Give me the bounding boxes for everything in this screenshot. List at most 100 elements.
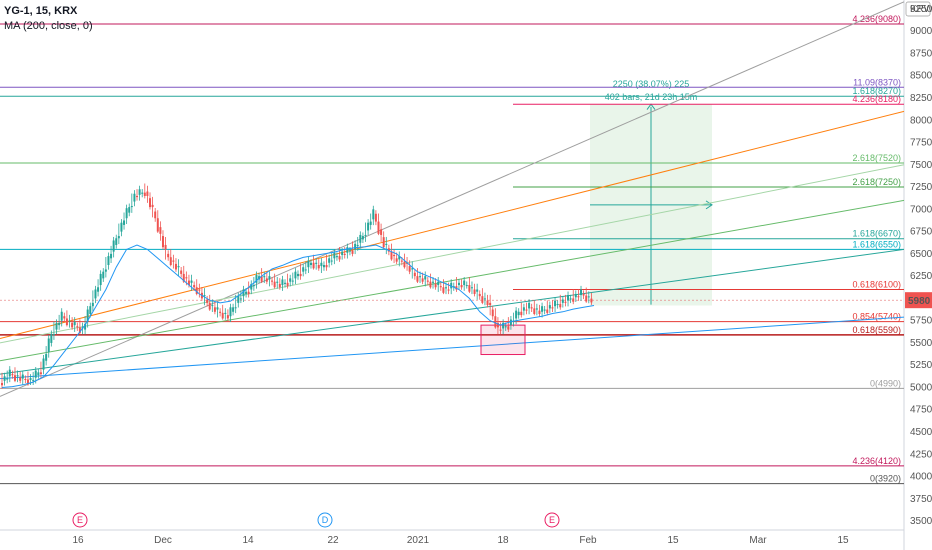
candle-body <box>174 263 177 270</box>
time-tick-label: Mar <box>749 535 767 546</box>
candle-body <box>335 256 338 258</box>
candle-body <box>169 257 172 265</box>
candle-body <box>52 334 55 336</box>
projection-label-1: 2250 (38.07%) 225 <box>613 79 690 89</box>
candle-body <box>302 267 305 272</box>
candle-body <box>429 281 432 288</box>
candle-body <box>154 211 157 219</box>
candle-body <box>149 198 151 208</box>
highlight-box <box>480 324 526 356</box>
candle-body <box>554 300 557 307</box>
candle-body <box>21 374 24 379</box>
candle-body <box>286 282 289 287</box>
candle-body <box>348 250 351 252</box>
level-label: 0(4990) <box>870 378 901 388</box>
time-tick-label: 14 <box>242 535 254 546</box>
candle-body <box>328 258 331 263</box>
level-label: 2.618(7250) <box>852 177 901 187</box>
candle-body <box>198 289 201 291</box>
level-label: 4.236(9080) <box>852 14 901 24</box>
candle-body <box>91 302 94 307</box>
candle-body <box>151 204 154 208</box>
level-label: 4.236(4120) <box>852 456 901 466</box>
candle-body <box>24 379 27 381</box>
price-tick-label: 7500 <box>910 160 932 171</box>
candle-body <box>509 319 512 326</box>
level-label: 0.854(5740) <box>852 312 901 322</box>
price-axis-bg <box>904 0 932 550</box>
price-tick-label: 4250 <box>910 449 932 460</box>
candle-body <box>551 307 554 309</box>
level-label: 0.618(5590) <box>852 325 901 335</box>
candles <box>1 183 593 389</box>
candle-body <box>312 262 315 269</box>
candle-body <box>47 338 50 352</box>
candle-body <box>136 195 139 198</box>
candle-body <box>16 375 19 377</box>
candle-body <box>78 327 81 333</box>
candle-body <box>351 250 354 254</box>
fan-line <box>0 316 905 380</box>
candle-body <box>94 289 97 299</box>
price-tick-label: 3750 <box>910 494 932 505</box>
fan-line <box>0 110 905 339</box>
candle-body <box>315 262 318 264</box>
candle-body <box>159 227 162 234</box>
candle-body <box>320 262 323 267</box>
candle-body <box>533 308 536 314</box>
candle-body <box>356 244 359 247</box>
price-tick-label: 5750 <box>910 316 932 327</box>
candle-body <box>499 329 502 331</box>
candle-body <box>8 369 11 377</box>
candle-body <box>299 273 302 277</box>
last-price-tag <box>905 292 932 309</box>
indicator-label: MA (200, close, 0) <box>4 20 93 32</box>
candle-body <box>447 289 450 291</box>
candle-body <box>289 278 292 282</box>
candle-body <box>496 322 499 328</box>
candle-body <box>515 310 518 319</box>
candle-body <box>99 273 102 286</box>
candle-body <box>432 281 435 283</box>
candle-body <box>1 383 3 386</box>
candle-body <box>206 299 209 303</box>
candle-body <box>341 251 344 255</box>
candle-body <box>128 207 131 213</box>
time-tick-label: 16 <box>72 535 84 546</box>
candle-body <box>556 303 559 306</box>
candle-body <box>182 273 185 282</box>
candle-body <box>476 289 479 292</box>
price-tick-label: 4000 <box>910 472 932 483</box>
candle-body <box>530 307 533 309</box>
candle-body <box>76 326 79 328</box>
event-marker-label: E <box>77 515 83 525</box>
ma-line <box>1 244 595 388</box>
candle-body <box>19 377 22 381</box>
candle-body <box>564 301 567 303</box>
candle-body <box>107 256 110 265</box>
candle-body <box>522 307 525 311</box>
candle-body <box>143 192 146 196</box>
candle-body <box>86 309 89 322</box>
candle-body <box>395 258 398 262</box>
candle-body <box>424 276 427 280</box>
price-tick-label: 6250 <box>910 271 932 282</box>
candle-body <box>138 189 141 195</box>
candle-body <box>517 311 520 316</box>
candle-body <box>486 300 489 306</box>
time-tick-label: 15 <box>667 535 679 546</box>
symbol-title: YG-1, 15, KRX <box>4 5 78 17</box>
candle-body <box>535 308 538 310</box>
candle-body <box>489 302 492 306</box>
candle-body <box>73 321 76 326</box>
candle-body <box>245 291 248 294</box>
candle-body <box>439 286 442 288</box>
candle-body <box>569 298 572 300</box>
event-marker-label: E <box>549 515 555 525</box>
candle-body <box>50 334 53 343</box>
candle-body <box>221 312 224 319</box>
candle-body <box>193 285 196 288</box>
time-tick-label: Dec <box>154 535 172 546</box>
candle-body <box>123 220 126 225</box>
